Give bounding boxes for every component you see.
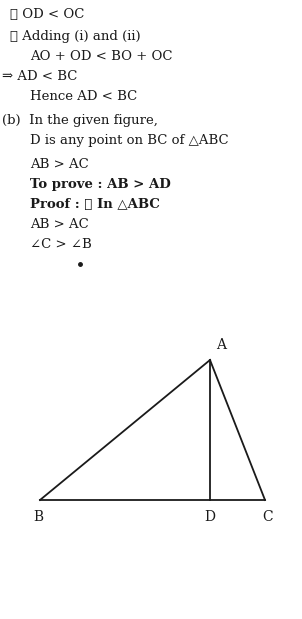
Text: Hence AD < BC: Hence AD < BC — [30, 90, 137, 103]
Text: Proof : ∴ In △ABC: Proof : ∴ In △ABC — [30, 198, 160, 211]
Text: ⇒ AD < BC: ⇒ AD < BC — [2, 70, 77, 83]
Text: AO + OD < BO + OC: AO + OD < BO + OC — [30, 50, 172, 63]
Text: C: C — [263, 510, 273, 524]
Text: AB > AC: AB > AC — [30, 158, 89, 171]
Text: ∴ Adding (i) and (ii): ∴ Adding (i) and (ii) — [10, 30, 141, 43]
Text: D: D — [204, 510, 216, 524]
Text: ∴ OD < OC: ∴ OD < OC — [10, 8, 84, 21]
Text: AB > AC: AB > AC — [30, 218, 89, 231]
Text: D is any point on BC of △ABC: D is any point on BC of △ABC — [30, 134, 229, 147]
Text: To prove : AB > AD: To prove : AB > AD — [30, 178, 171, 191]
Text: B: B — [33, 510, 43, 524]
Text: ∠C > ∠B: ∠C > ∠B — [30, 238, 92, 251]
Text: (b)  In the given figure,: (b) In the given figure, — [2, 114, 158, 127]
Text: A: A — [216, 338, 226, 352]
